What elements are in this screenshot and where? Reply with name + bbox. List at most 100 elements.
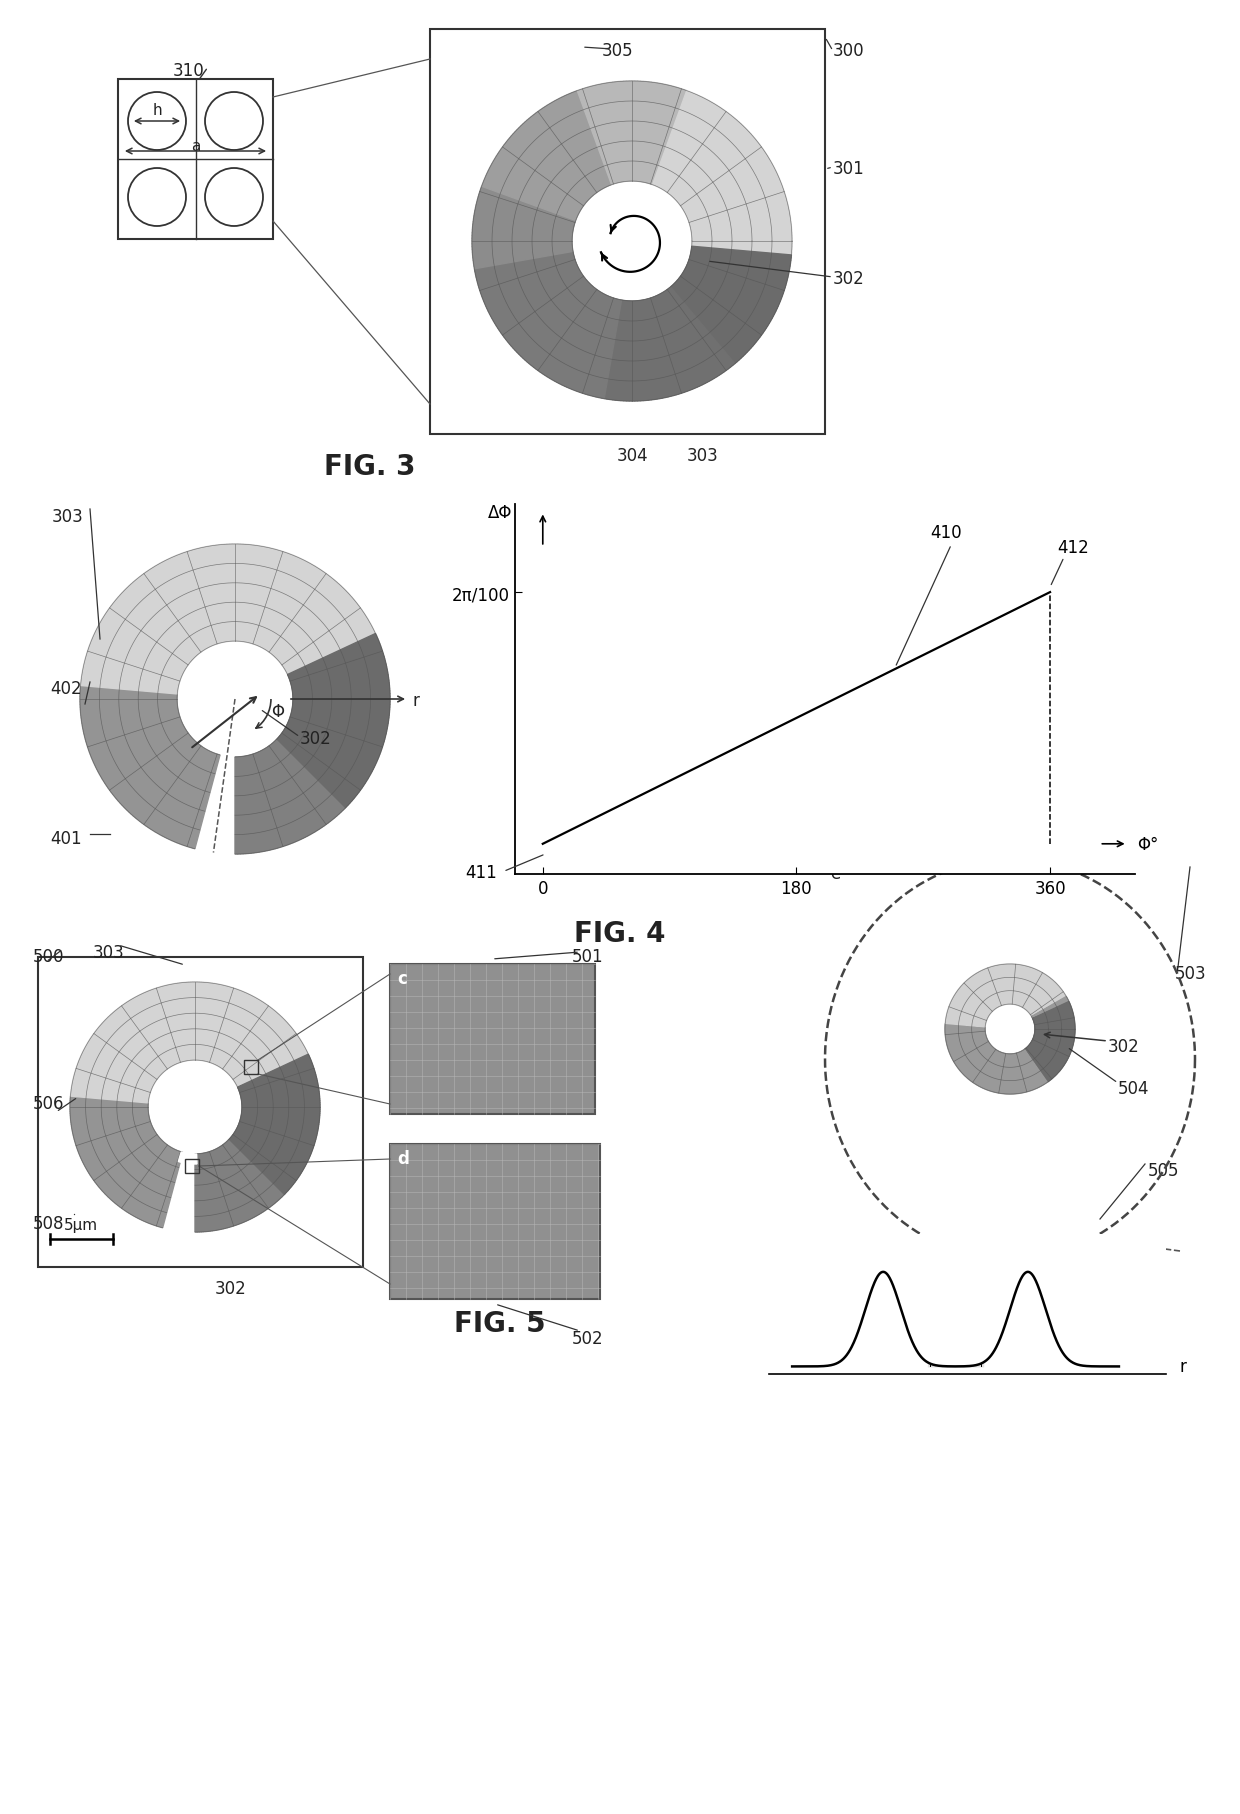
Wedge shape bbox=[268, 573, 326, 653]
Wedge shape bbox=[234, 1134, 300, 1177]
Wedge shape bbox=[78, 1061, 151, 1090]
Text: 302: 302 bbox=[1109, 1038, 1140, 1056]
Wedge shape bbox=[102, 1021, 161, 1076]
Text: 303: 303 bbox=[687, 446, 719, 464]
Wedge shape bbox=[1032, 1000, 1069, 1018]
Wedge shape bbox=[1007, 1054, 1009, 1094]
Wedge shape bbox=[269, 575, 329, 653]
Wedge shape bbox=[264, 566, 315, 649]
Wedge shape bbox=[114, 1010, 165, 1072]
Wedge shape bbox=[495, 272, 582, 327]
Wedge shape bbox=[197, 1154, 202, 1232]
Wedge shape bbox=[285, 727, 372, 775]
Wedge shape bbox=[480, 261, 575, 294]
Wedge shape bbox=[125, 588, 195, 658]
Wedge shape bbox=[155, 566, 206, 649]
Wedge shape bbox=[583, 299, 615, 395]
Wedge shape bbox=[69, 1107, 148, 1110]
Wedge shape bbox=[655, 297, 694, 390]
Wedge shape bbox=[635, 301, 644, 401]
Wedge shape bbox=[242, 1096, 320, 1105]
Wedge shape bbox=[104, 1139, 161, 1194]
Wedge shape bbox=[216, 996, 254, 1067]
Wedge shape bbox=[691, 250, 790, 267]
Wedge shape bbox=[479, 259, 575, 292]
Wedge shape bbox=[1019, 1052, 1034, 1090]
Text: a: a bbox=[191, 140, 200, 154]
Wedge shape bbox=[208, 987, 232, 1063]
Wedge shape bbox=[77, 1065, 151, 1092]
Wedge shape bbox=[105, 1019, 161, 1074]
Text: ΔΦ: ΔΦ bbox=[487, 502, 512, 521]
Wedge shape bbox=[629, 301, 632, 401]
Wedge shape bbox=[86, 657, 180, 684]
Wedge shape bbox=[1030, 992, 1064, 1016]
Wedge shape bbox=[244, 546, 262, 642]
Text: FIG. 5: FIG. 5 bbox=[454, 1310, 546, 1337]
Wedge shape bbox=[640, 83, 657, 183]
Wedge shape bbox=[972, 1050, 996, 1083]
Wedge shape bbox=[1025, 980, 1053, 1010]
Wedge shape bbox=[960, 1045, 991, 1072]
Wedge shape bbox=[671, 287, 739, 363]
Wedge shape bbox=[491, 165, 579, 214]
Wedge shape bbox=[521, 285, 591, 359]
Wedge shape bbox=[114, 600, 191, 664]
Wedge shape bbox=[998, 1054, 1006, 1094]
Wedge shape bbox=[207, 1152, 229, 1228]
Wedge shape bbox=[201, 1154, 212, 1232]
Wedge shape bbox=[233, 1136, 296, 1183]
Wedge shape bbox=[254, 755, 288, 845]
Wedge shape bbox=[293, 702, 389, 711]
Wedge shape bbox=[653, 93, 692, 187]
Wedge shape bbox=[962, 1047, 992, 1074]
Wedge shape bbox=[257, 753, 295, 844]
Wedge shape bbox=[580, 89, 614, 185]
Wedge shape bbox=[92, 1134, 156, 1179]
Wedge shape bbox=[640, 83, 655, 183]
Wedge shape bbox=[241, 1116, 317, 1134]
Wedge shape bbox=[1034, 1036, 1073, 1048]
Wedge shape bbox=[248, 548, 273, 644]
Wedge shape bbox=[211, 989, 238, 1063]
Wedge shape bbox=[172, 753, 212, 842]
Wedge shape bbox=[239, 1068, 315, 1094]
Wedge shape bbox=[229, 1139, 286, 1194]
Wedge shape bbox=[236, 1043, 304, 1085]
Wedge shape bbox=[564, 96, 608, 187]
Wedge shape bbox=[285, 729, 370, 780]
Wedge shape bbox=[117, 736, 191, 802]
Wedge shape bbox=[673, 285, 745, 357]
Wedge shape bbox=[1034, 1038, 1071, 1050]
Wedge shape bbox=[143, 994, 176, 1065]
Wedge shape bbox=[208, 546, 226, 642]
Wedge shape bbox=[481, 263, 577, 299]
Wedge shape bbox=[962, 1047, 992, 1074]
Wedge shape bbox=[187, 551, 218, 644]
Wedge shape bbox=[517, 129, 589, 200]
Wedge shape bbox=[1027, 981, 1055, 1012]
Wedge shape bbox=[138, 1150, 175, 1219]
Wedge shape bbox=[128, 586, 196, 658]
Wedge shape bbox=[691, 214, 790, 232]
Wedge shape bbox=[213, 992, 246, 1065]
Wedge shape bbox=[497, 274, 583, 332]
Wedge shape bbox=[997, 965, 1006, 1005]
Text: 303: 303 bbox=[52, 508, 84, 526]
Wedge shape bbox=[262, 562, 308, 648]
Wedge shape bbox=[278, 738, 352, 804]
Wedge shape bbox=[268, 747, 326, 827]
Wedge shape bbox=[650, 89, 682, 185]
Wedge shape bbox=[94, 724, 182, 767]
Wedge shape bbox=[1023, 974, 1045, 1009]
Wedge shape bbox=[978, 972, 998, 1007]
Wedge shape bbox=[165, 985, 185, 1061]
Wedge shape bbox=[954, 1041, 988, 1063]
Wedge shape bbox=[1028, 983, 1056, 1012]
Wedge shape bbox=[959, 1045, 991, 1070]
Wedge shape bbox=[237, 1128, 306, 1166]
Wedge shape bbox=[86, 1130, 154, 1170]
Wedge shape bbox=[187, 755, 218, 847]
Wedge shape bbox=[982, 970, 999, 1007]
Wedge shape bbox=[212, 990, 242, 1063]
